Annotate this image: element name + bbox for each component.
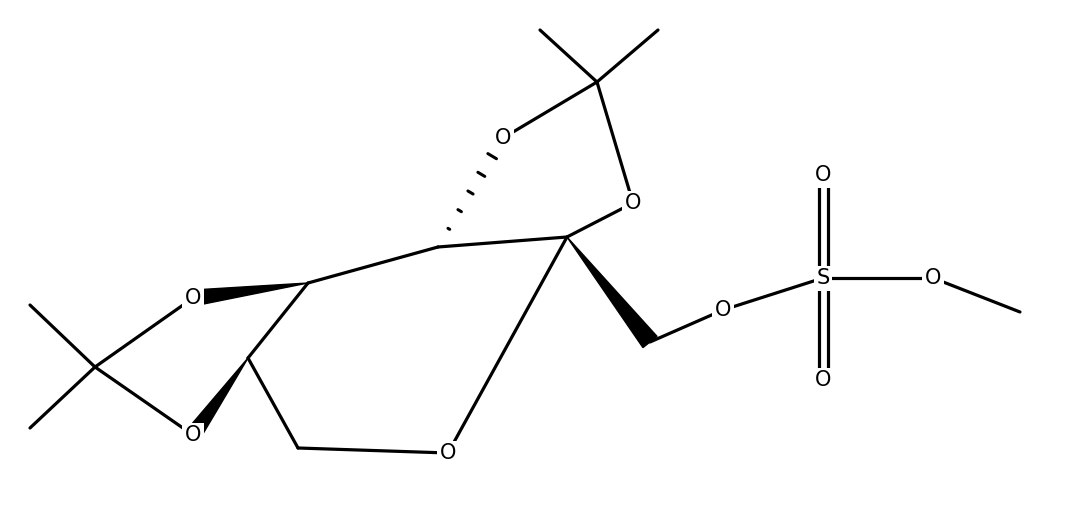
- Text: O: O: [185, 288, 201, 308]
- Text: O: O: [625, 193, 642, 213]
- Text: O: O: [440, 443, 456, 463]
- Polygon shape: [192, 283, 308, 306]
- Text: O: O: [185, 425, 201, 445]
- Text: O: O: [495, 128, 511, 148]
- Text: O: O: [924, 268, 941, 288]
- Polygon shape: [187, 358, 248, 440]
- Text: O: O: [715, 300, 731, 320]
- Text: O: O: [814, 165, 832, 185]
- Text: S: S: [816, 268, 829, 288]
- Polygon shape: [567, 237, 657, 348]
- Text: O: O: [814, 370, 832, 390]
